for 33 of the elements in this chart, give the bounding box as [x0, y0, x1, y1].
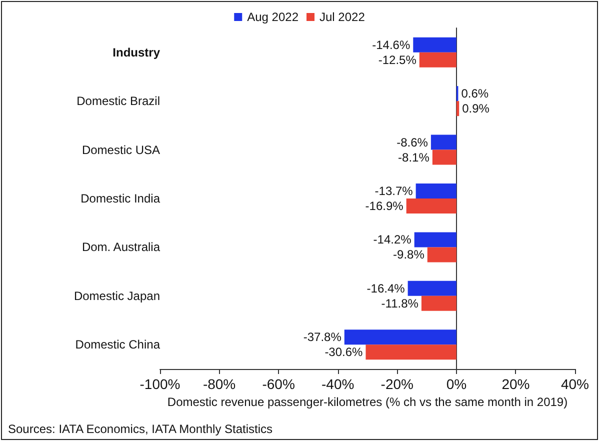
- x-tick-label: -20%: [380, 376, 414, 392]
- legend-label: Aug 2022: [247, 10, 299, 24]
- data-label: -16.9%: [365, 199, 404, 213]
- data-label: -37.8%: [303, 330, 342, 344]
- x-tick-label: -80%: [202, 376, 236, 392]
- data-label: -16.4%: [366, 281, 406, 296]
- source-note: Sources: IATA Economics, IATA Monthly Statistics: [8, 422, 273, 436]
- data-label: -14.2%: [373, 232, 412, 247]
- y-tick-label: Domestic China: [75, 338, 160, 352]
- data-label: -9.8%: [393, 248, 425, 262]
- x-tick-label: 20%: [502, 376, 530, 392]
- data-label: -14.6%: [372, 38, 410, 52]
- data-label: 0.6%: [461, 86, 489, 101]
- y-tick-label: Dom. Australia: [82, 240, 160, 254]
- data-label: -8.6%: [396, 135, 428, 150]
- y-tick-label: Domestic Japan: [74, 288, 160, 303]
- data-label: -30.6%: [324, 345, 364, 360]
- y-tick-label: Domestic India: [80, 192, 160, 206]
- y-tick-label: Domestic USA: [82, 142, 160, 157]
- x-tick-label: -100%: [140, 376, 180, 392]
- x-tick-label: 0%: [446, 376, 467, 392]
- x-tick-label: 40%: [560, 376, 590, 392]
- y-tick-label: Industry: [112, 45, 160, 60]
- x-tick-label: -40%: [322, 376, 354, 392]
- data-label: -12.5%: [378, 52, 417, 67]
- y-tick-label: Domestic Brazil: [76, 94, 160, 108]
- x-tick-label: -60%: [262, 376, 295, 392]
- data-label: -13.7%: [374, 184, 414, 198]
- legend-label: Jul 2022: [320, 10, 366, 24]
- data-label: 0.9%: [462, 102, 490, 116]
- data-label: -8.1%: [398, 150, 430, 164]
- x-axis-title: Domestic revenue passenger-kilometres (% ch vs the same month in 2019): [167, 394, 568, 409]
- data-label: -11.8%: [381, 296, 419, 310]
